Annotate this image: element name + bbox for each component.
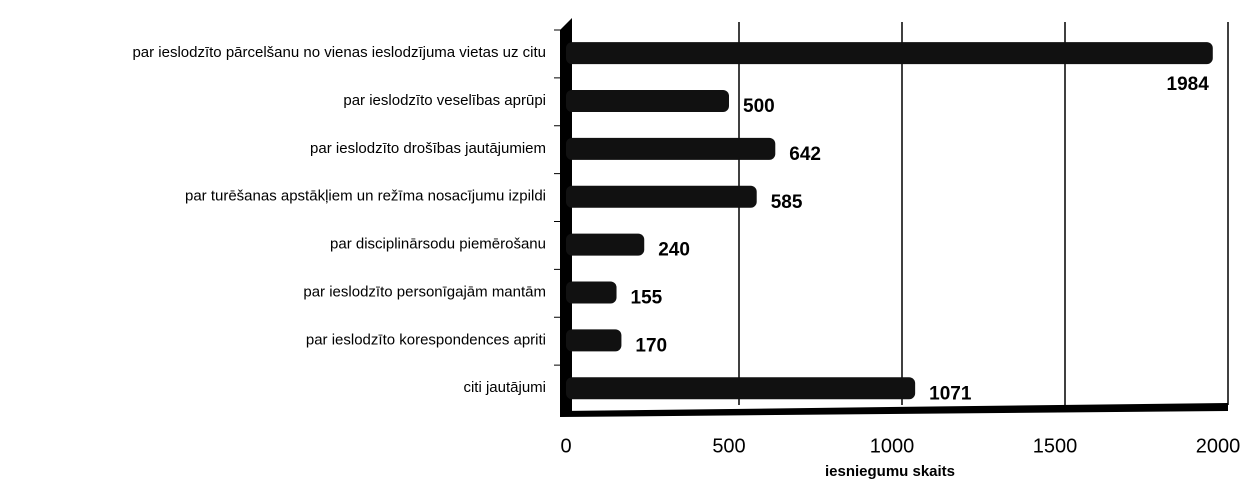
axis-floor — [560, 403, 1228, 417]
y-tick-label: par disciplinārsodu piemērošanu — [330, 236, 546, 253]
y-tick-label: citi jautājumi — [463, 379, 546, 396]
bar — [566, 137, 776, 160]
value-label: 170 — [635, 335, 667, 356]
bar — [566, 233, 645, 256]
value-label: 240 — [658, 240, 690, 261]
y-tick-label: par ieslodzīto drošības jautājumiem — [310, 140, 546, 157]
value-label: 1984 — [1167, 74, 1210, 95]
x-axis-label: iesniegumu skaits — [825, 463, 955, 480]
x-tick-label: 500 — [712, 435, 745, 457]
y-tick-label: par ieslodzīto korespondences apriti — [306, 331, 546, 348]
bar — [566, 89, 729, 112]
value-label: 642 — [789, 144, 821, 165]
bar — [566, 185, 757, 208]
y-tick-label: par turēšanas apstākļiem un režīma nosac… — [185, 188, 546, 205]
bar — [566, 377, 916, 400]
value-label: 1071 — [929, 383, 972, 404]
bar — [566, 42, 1213, 65]
value-label: 155 — [631, 288, 663, 309]
x-tick-label: 0 — [560, 435, 571, 457]
y-tick-label: par ieslodzīto personīgajām mantām — [303, 283, 546, 300]
x-tick-label: 1000 — [870, 435, 915, 457]
bar — [566, 281, 617, 304]
value-label: 500 — [743, 96, 775, 117]
y-tick-label: par ieslodzīto veselības aprūpi — [343, 92, 546, 109]
x-tick-label: 1500 — [1033, 435, 1078, 457]
y-tick-label: par ieslodzīto pārcelšanu no vienas iesl… — [132, 44, 546, 61]
value-label: 585 — [771, 192, 803, 213]
x-tick-label: 2000 — [1196, 435, 1241, 457]
bar — [566, 329, 622, 352]
